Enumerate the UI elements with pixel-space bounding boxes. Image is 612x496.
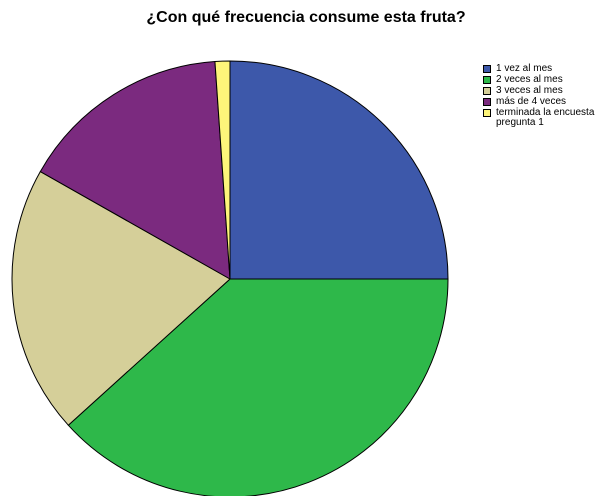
pie-slice-4 — [39, 61, 231, 280]
legend-swatch — [483, 76, 491, 84]
legend-item: 2 veces al mes — [483, 75, 612, 85]
legend-swatch — [483, 87, 491, 95]
legend-item: más de 4 veces — [483, 97, 612, 107]
legend-swatch — [483, 98, 491, 106]
legend-item: 3 veces al mes — [483, 86, 612, 96]
legend-swatch — [483, 65, 491, 73]
chart-title: ¿Con qué frecuencia consume esta fruta? — [146, 9, 466, 26]
pie-slices — [11, 60, 449, 496]
legend-item: terminada la encuesta pregunta 1 — [483, 108, 612, 128]
pie-slice-2 — [67, 278, 449, 496]
legend-label: 2 veces al mes — [496, 74, 563, 85]
legend-item: 1 vez al mes — [483, 64, 612, 74]
legend-label: más de 4 veces — [496, 96, 567, 107]
legend-label: terminada la encuesta pregunta 1 — [496, 107, 595, 128]
legend-label: 1 vez al mes — [496, 63, 553, 74]
legend-label: 3 veces al mes — [496, 85, 563, 96]
pie-slice-1 — [229, 60, 449, 280]
legend: 1 vez al mes 2 veces al mes 3 veces al mes… — [483, 64, 612, 129]
legend-swatch — [483, 109, 491, 117]
pie-slice-5 — [214, 60, 231, 280]
pie-slice-3 — [11, 171, 231, 426]
